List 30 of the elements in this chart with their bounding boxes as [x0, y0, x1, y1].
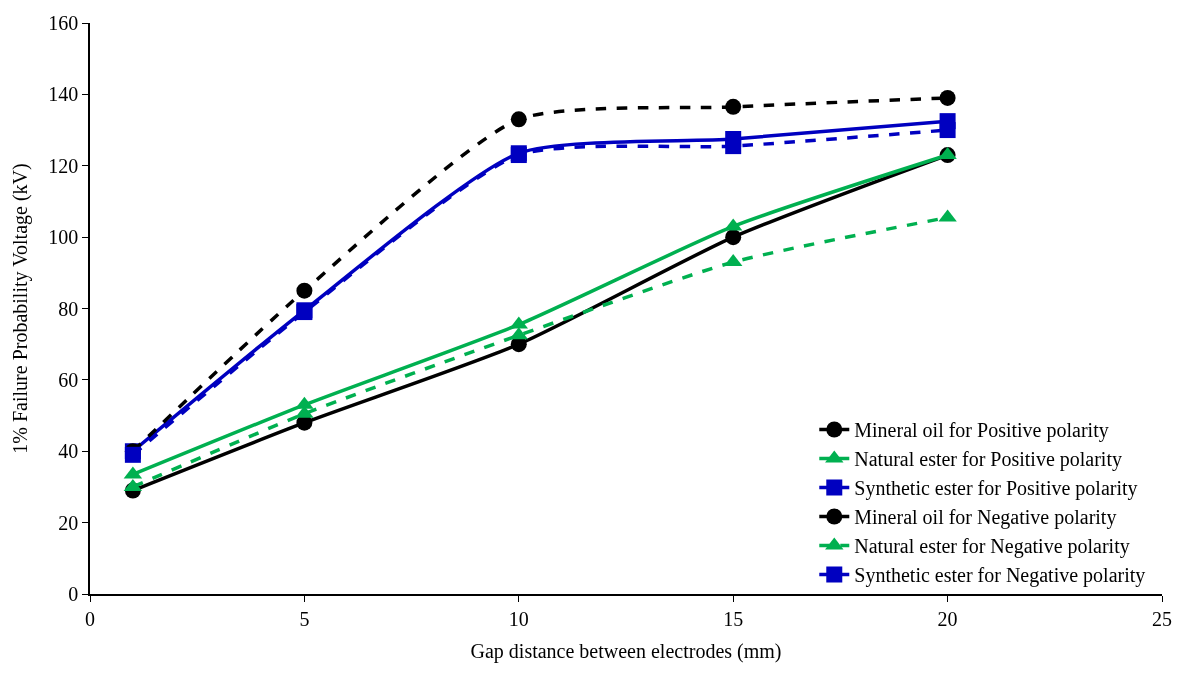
point: [510, 111, 527, 128]
x-tick-label: 20: [937, 607, 958, 630]
point: [296, 282, 313, 299]
legend-label: Synthetic ester for Positive polarity: [854, 477, 1138, 501]
y-axis-title: 1% Failure Probability Voltage (kV): [9, 163, 33, 454]
y-tick-label: 80: [58, 297, 79, 320]
x-tick-label: 5: [299, 607, 310, 630]
y-tick-label: 160: [48, 12, 79, 34]
x-tick-label: 10: [508, 607, 529, 630]
point: [725, 98, 742, 115]
legend-label: Synthetic ester for Negative polarity: [854, 564, 1146, 588]
y-tick-label: 120: [48, 154, 79, 177]
y-tick-label: 0: [68, 583, 79, 605]
y-tick-label: 60: [58, 368, 79, 391]
x-axis-title: Gap distance between electrodes (mm): [470, 639, 782, 663]
legend-label: Natural ester for Positive polarity: [854, 448, 1122, 472]
point: [725, 138, 742, 155]
x-tick-label: 15: [723, 607, 744, 630]
legend-label: Mineral oil for Negative polarity: [854, 506, 1117, 530]
point: [939, 122, 956, 139]
x-tick-label: 0: [85, 607, 95, 630]
y-tick-label: 20: [58, 511, 79, 534]
point: [939, 89, 956, 106]
point: [725, 229, 742, 246]
y-tick-label: 100: [48, 226, 79, 249]
legend-label: Mineral oil for Positive polarity: [854, 419, 1109, 443]
legend-label: Natural ester for Negative polarity: [854, 535, 1130, 559]
y-tick-label: 140: [48, 83, 79, 106]
y-tick-label: 40: [58, 440, 79, 463]
x-tick-label: 25: [1152, 607, 1172, 630]
